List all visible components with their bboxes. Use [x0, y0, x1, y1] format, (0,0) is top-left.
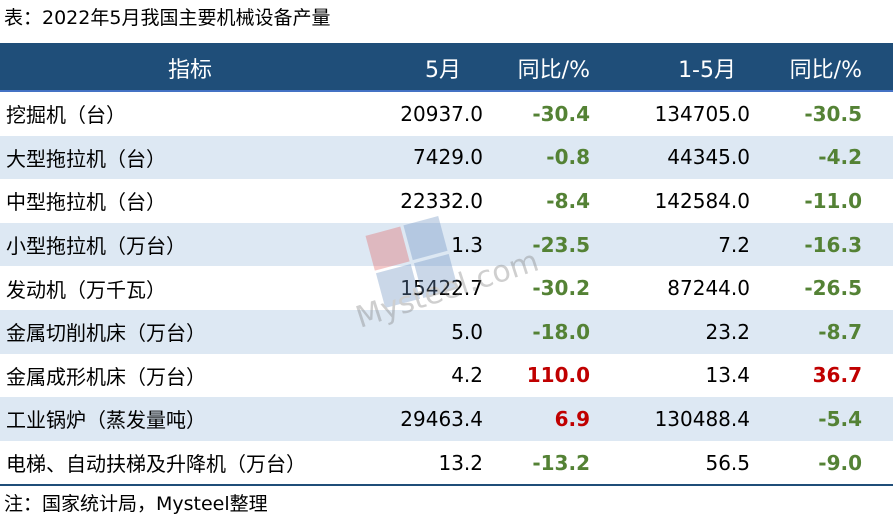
- may-yoy-value: -8.4: [546, 188, 590, 213]
- table-row: 工业锅炉（蒸发量吨） 29463.4 6.9 130488.4 -5.4: [0, 397, 893, 441]
- table-title: 表：2022年5月我国主要机械设备产量: [4, 7, 331, 29]
- indicator-cell: 工业锅炉（蒸发量吨）: [6, 408, 206, 433]
- ytd-value: 23.2: [705, 319, 750, 344]
- may-yoy-value: -13.2: [532, 450, 590, 475]
- may-value: 22332.0: [400, 188, 483, 213]
- indicator-cell: 电梯、自动扶梯及升降机（万台）: [6, 452, 306, 477]
- may-value: 4.2: [451, 363, 483, 388]
- ytd-value: 134705.0: [654, 101, 750, 126]
- may-yoy-value: 110.0: [526, 363, 590, 388]
- indicator-cell: 大型拖拉机（台）: [6, 146, 166, 171]
- may-yoy-value: -23.5: [532, 232, 590, 257]
- ytd-value: 87244.0: [667, 276, 750, 301]
- ytd-value: 13.4: [705, 363, 750, 388]
- may-value: 29463.4: [400, 406, 483, 431]
- ytd-yoy-value: -26.5: [804, 276, 862, 301]
- ytd-value: 44345.0: [667, 145, 750, 170]
- header-may-yoy: 同比/%: [517, 57, 590, 83]
- table-row: 大型拖拉机（台） 7429.0 -0.8 44345.0 -4.2: [0, 135, 893, 180]
- indicator-cell: 挖掘机（台）: [6, 103, 126, 128]
- table-row: 电梯、自动扶梯及升降机（万台） 13.2 -13.2 56.5 -9.0: [0, 441, 893, 485]
- ytd-yoy-value: -16.3: [804, 232, 862, 257]
- ytd-value: 142584.0: [654, 188, 750, 213]
- table-body: 挖掘机（台） 20937.0 -30.4 134705.0 -30.5 大型拖拉机（台） 7…: [0, 92, 893, 487]
- indicator-cell: 小型拖拉机（万台）: [6, 234, 186, 259]
- header-ytd-yoy: 同比/%: [789, 57, 862, 83]
- table-row: 金属成形机床（万台） 4.2 110.0 13.4 36.7: [0, 354, 893, 398]
- ytd-yoy-value: -30.5: [804, 101, 862, 126]
- may-value: 7429.0: [413, 145, 483, 170]
- table-row: 挖掘机（台） 20937.0 -30.4 134705.0 -30.5: [0, 92, 893, 136]
- ytd-yoy-value: 36.7: [812, 363, 862, 388]
- may-value: 20937.0: [400, 101, 483, 126]
- table-row: 发动机（万千瓦） 15422.7 -30.2 87244.0 -26.5: [0, 266, 893, 310]
- indicator-cell: 金属切削机床（万台）: [6, 321, 206, 346]
- production-table: 指标 5月 同比/% 1-5月 同比/% 挖掘机（台） 20937.0 -30.4 1…: [0, 43, 893, 487]
- may-value: 5.0: [451, 319, 483, 344]
- may-yoy-value: -18.0: [532, 319, 590, 344]
- source-note: 注：国家统计局，Mysteel整理: [4, 493, 268, 515]
- ytd-value: 7.2: [718, 232, 750, 257]
- ytd-yoy-value: -4.2: [818, 145, 862, 170]
- may-value: 1.3: [451, 232, 483, 257]
- ytd-yoy-value: -5.4: [818, 406, 862, 431]
- header-indicator: 指标: [167, 57, 212, 83]
- indicator-cell: 发动机（万千瓦）: [6, 277, 166, 302]
- indicator-cell: 中型拖拉机（台）: [6, 190, 166, 215]
- indicator-cell: 金属成形机床（万台）: [6, 364, 206, 389]
- table-header: 指标 5月 同比/% 1-5月 同比/%: [0, 45, 893, 92]
- ytd-value: 56.5: [705, 450, 750, 475]
- may-yoy-value: -0.8: [546, 145, 590, 170]
- header-ytd: 1-5月: [678, 57, 736, 83]
- table-row: 小型拖拉机（万台） 1.3 -23.5 7.2 -16.3: [0, 222, 893, 267]
- ytd-value: 130488.4: [654, 406, 750, 431]
- header-may: 5月: [425, 57, 461, 83]
- ytd-yoy-value: -8.7: [818, 319, 862, 344]
- table-row: 中型拖拉机（台） 22332.0 -8.4 142584.0 -11.0: [0, 179, 893, 223]
- may-value: 13.2: [438, 450, 483, 475]
- may-yoy-value: -30.4: [532, 101, 590, 126]
- ytd-yoy-value: -11.0: [804, 188, 862, 213]
- may-value: 15422.7: [400, 276, 483, 301]
- table-row: 金属切削机床（万台） 5.0 -18.0 23.2 -8.7: [0, 309, 893, 354]
- may-yoy-value: 6.9: [554, 406, 590, 431]
- may-yoy-value: -30.2: [532, 276, 590, 301]
- ytd-yoy-value: -9.0: [818, 450, 862, 475]
